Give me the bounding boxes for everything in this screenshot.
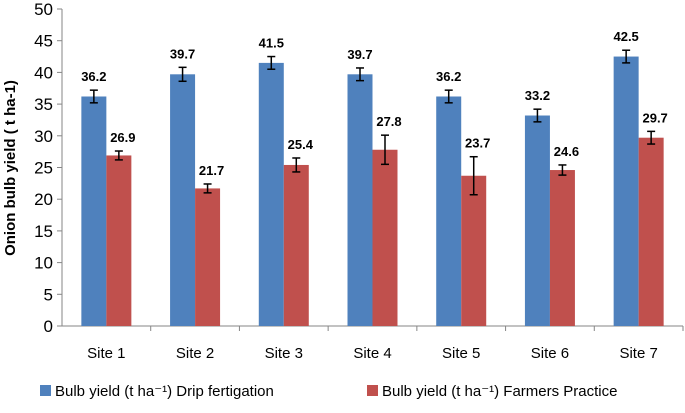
x-tick-label: Site 6 [531, 345, 569, 362]
bar [461, 175, 487, 326]
bar [347, 74, 373, 326]
bar [638, 137, 664, 326]
data-label: 23.7 [465, 136, 490, 151]
y-tick-label: 45 [34, 32, 53, 51]
bar [436, 96, 462, 326]
x-tick-label: Site 3 [265, 345, 303, 362]
bar [170, 74, 196, 326]
x-tick-label: Site 1 [87, 345, 125, 362]
data-label: 26.9 [110, 130, 135, 145]
data-label: 21.7 [199, 163, 224, 178]
bar [549, 170, 575, 326]
data-label: 36.2 [81, 69, 106, 84]
data-label: 24.6 [554, 144, 579, 159]
y-tick-label: 15 [34, 222, 53, 241]
x-tick-label: Site 7 [619, 345, 657, 362]
bar [283, 164, 309, 326]
legend-label: Bulb yield (t ha⁻¹) Farmers Practice [382, 383, 617, 400]
data-label: 27.8 [376, 114, 401, 129]
y-tick-label: 5 [44, 285, 53, 304]
bar [195, 188, 221, 326]
y-tick-label: 20 [34, 190, 53, 209]
y-tick-label: 50 [34, 0, 53, 19]
legend-swatch [40, 385, 51, 396]
bar [81, 96, 107, 326]
y-tick-label: 25 [34, 159, 53, 178]
data-label: 29.7 [642, 110, 667, 125]
data-label: 33.2 [525, 88, 550, 103]
data-label: 25.4 [288, 137, 314, 152]
legend-swatch [367, 385, 378, 396]
x-tick-label: Site 2 [176, 345, 214, 362]
data-label: 39.7 [347, 47, 372, 62]
data-label: 36.2 [436, 69, 461, 84]
bar [613, 56, 639, 327]
y-axis-label: Onion bulb yield ( t ha-1) [2, 80, 19, 256]
y-tick-label: 0 [44, 317, 53, 336]
legend-label: Bulb yield (t ha⁻¹) Drip fertigation [55, 383, 274, 400]
y-tick-label: 10 [34, 254, 53, 273]
y-tick-label: 40 [34, 63, 53, 82]
x-tick-label: Site 4 [353, 345, 391, 362]
bar [258, 62, 284, 326]
x-tick-label: Site 5 [442, 345, 480, 362]
data-label: 42.5 [613, 29, 638, 44]
data-label: 41.5 [259, 36, 284, 51]
y-tick-label: 30 [34, 127, 53, 146]
bar [372, 149, 398, 326]
y-tick-label: 35 [34, 95, 53, 114]
bar [524, 115, 550, 327]
bar [106, 155, 132, 326]
data-label: 39.7 [170, 46, 195, 61]
